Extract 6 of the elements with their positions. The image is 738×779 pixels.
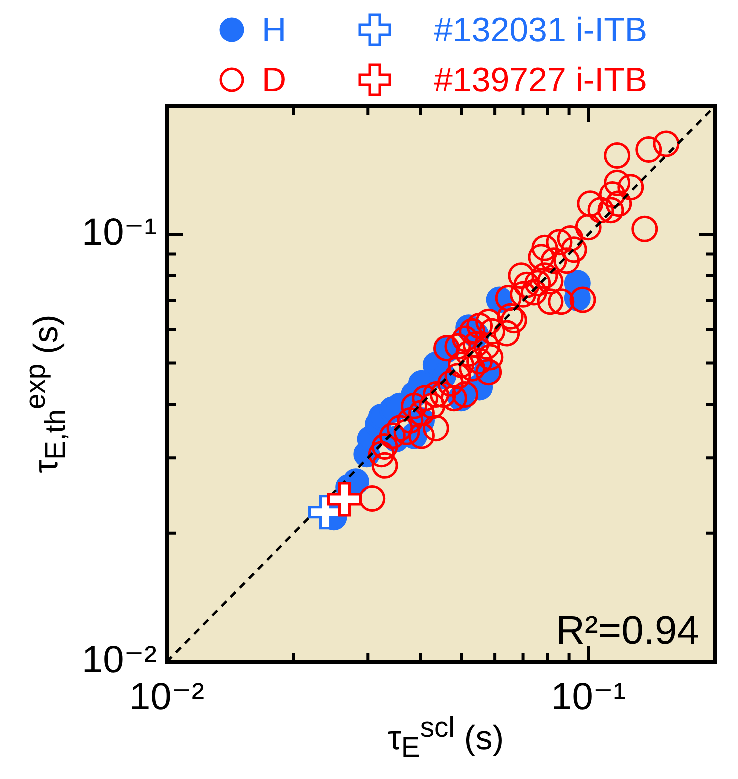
x-axis-title: τ$_{E}$$^{scl}$ (s) [388,712,504,764]
legend-label: D [262,61,287,100]
annotation: R²=0.94 [556,609,700,653]
legend-label: #132031 i-ITB [434,11,648,50]
legend-label: #139727 i-ITB [434,61,648,100]
legend-label: H [262,11,287,50]
